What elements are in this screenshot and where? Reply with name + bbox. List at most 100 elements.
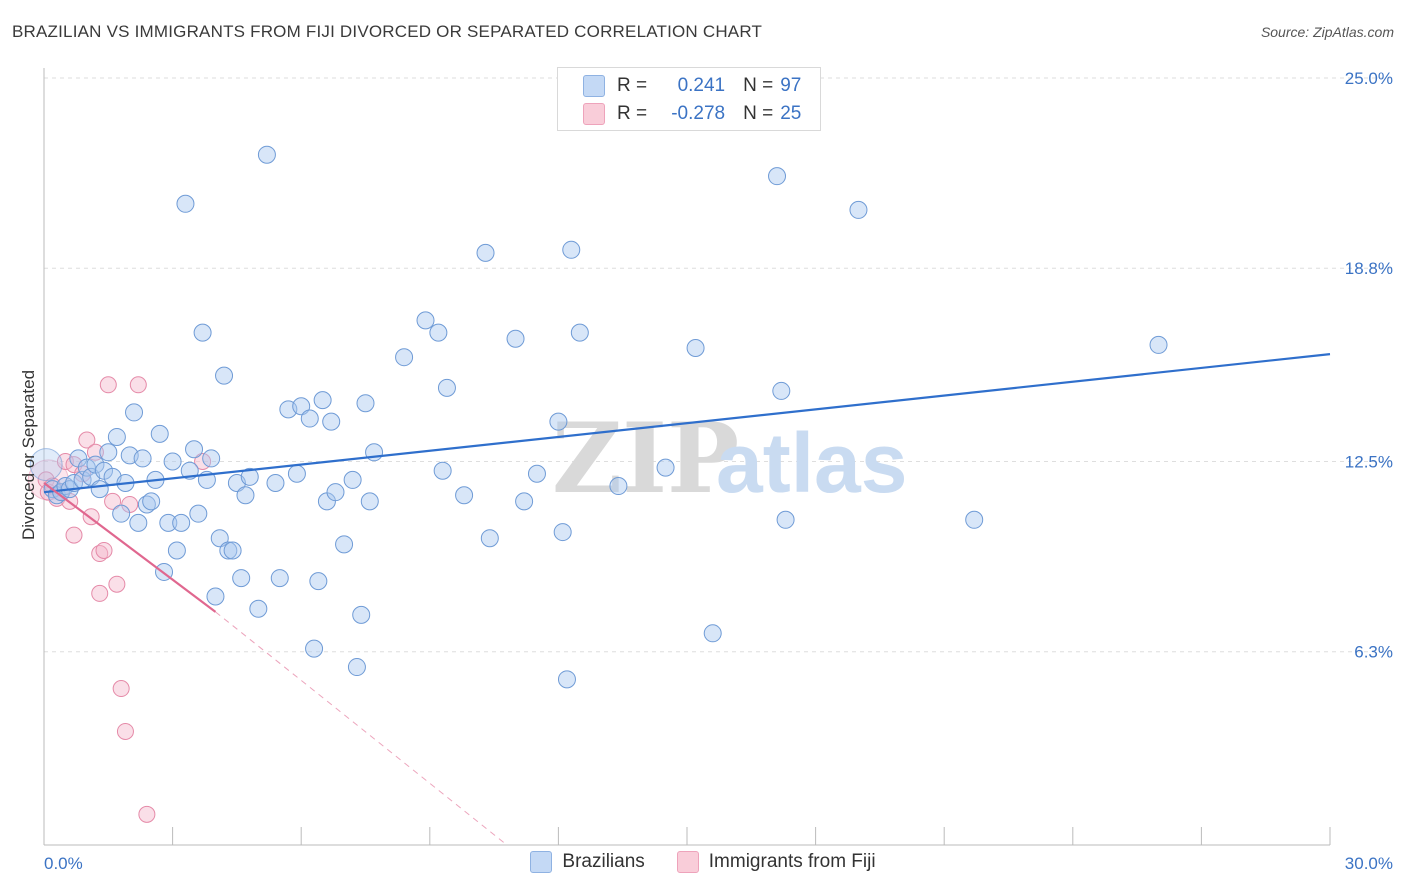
data-point — [138, 805, 156, 823]
data-point — [189, 504, 208, 523]
data-point — [172, 513, 191, 532]
axes — [43, 68, 1331, 846]
data-point — [506, 329, 525, 348]
trend-line-fiji — [43, 482, 217, 613]
x-tick-label: 30.0% — [1345, 854, 1393, 873]
trend-line-brazilians — [43, 353, 1331, 494]
trend-lines — [43, 353, 1331, 846]
grid — [44, 77, 1395, 653]
data-point — [78, 431, 96, 449]
series-legend: Brazilians Immigrants from Fiji — [0, 851, 1406, 873]
n-label: N = — [743, 103, 774, 124]
data-point — [95, 541, 113, 559]
data-point — [99, 376, 117, 394]
data-point — [772, 381, 791, 400]
data-point — [236, 486, 255, 505]
data-point — [210, 529, 229, 548]
data-point — [180, 461, 199, 480]
data-point — [549, 412, 568, 431]
y-tick-label: 12.5% — [1345, 453, 1393, 472]
y-tick-label: 18.8% — [1345, 259, 1393, 278]
data-point — [309, 572, 328, 591]
data-point — [90, 480, 109, 499]
n-label: N = — [743, 75, 774, 96]
data-point — [305, 639, 324, 658]
data-point — [360, 492, 379, 511]
data-point — [527, 464, 546, 483]
data-point — [480, 529, 499, 548]
data-point — [167, 541, 186, 560]
data-point — [609, 477, 628, 496]
data-point — [270, 569, 289, 588]
r-value: -0.278 — [671, 103, 726, 124]
data-point — [287, 464, 306, 483]
legend-item-brazilians: Brazilians — [530, 851, 645, 873]
data-point — [433, 461, 452, 480]
data-point — [142, 492, 161, 511]
n-value: 97 — [780, 75, 802, 96]
legend-swatch-blue — [530, 851, 553, 873]
chart-title: BRAZILIAN VS IMMIGRANTS FROM FIJI DIVORC… — [12, 22, 763, 41]
data-point — [219, 541, 238, 560]
data-point — [257, 145, 276, 164]
data-point — [99, 443, 118, 462]
data-point — [776, 510, 795, 529]
data-point — [223, 541, 242, 560]
data-point — [515, 492, 534, 511]
data-point — [437, 378, 456, 397]
tick-labels: 6.3% 12.5% 18.8% 25.0% 0.0% 30.0% — [44, 69, 1393, 873]
y-axis-label: Divorced or Separated — [19, 370, 38, 540]
data-point — [300, 409, 319, 428]
data-point — [215, 366, 234, 385]
legend-label: Brazilians — [562, 851, 645, 872]
legend-swatch-blue — [583, 75, 605, 97]
data-point — [1149, 335, 1168, 354]
data-point — [185, 440, 204, 459]
legend-swatch-pink — [583, 103, 605, 125]
trend-line-fiji-extension — [215, 611, 508, 846]
data-point — [129, 513, 148, 532]
data-point — [108, 575, 126, 593]
data-point — [193, 323, 212, 342]
data-point — [202, 449, 221, 468]
data-point — [129, 376, 147, 394]
r-label: R = — [617, 75, 648, 96]
data-point — [313, 391, 332, 410]
data-point — [686, 338, 705, 357]
data-point — [395, 348, 414, 367]
data-point — [65, 526, 83, 544]
data-point — [768, 167, 787, 186]
data-point — [133, 449, 152, 468]
data-point — [163, 452, 182, 471]
y-tick-label: 25.0% — [1345, 69, 1393, 88]
data-point — [343, 470, 362, 489]
data-point — [326, 483, 345, 502]
data-point — [125, 403, 144, 422]
data-point — [176, 194, 195, 213]
data-point — [849, 200, 868, 219]
data-point — [429, 323, 448, 342]
data-point — [965, 510, 984, 529]
y-tick-label: 6.3% — [1354, 643, 1393, 662]
data-point — [703, 624, 722, 643]
data-point — [107, 427, 126, 446]
stats-row-fiji: R = -0.278 N = 25 — [583, 101, 801, 127]
data-point — [112, 504, 131, 523]
data-point — [356, 394, 375, 413]
data-point — [206, 587, 225, 606]
data-point — [553, 523, 572, 542]
data-point — [416, 311, 435, 330]
legend-label: Immigrants from Fiji — [708, 851, 876, 872]
series-brazilians — [29, 145, 1168, 689]
data-point — [570, 323, 589, 342]
data-point — [476, 243, 495, 262]
source-label: Source: ZipAtlas.com — [1260, 24, 1394, 40]
watermark-atlas: atlas — [716, 416, 907, 510]
data-point — [91, 584, 109, 602]
stats-legend: R = 0.241 N = 97 R = -0.278 N = 25 — [557, 67, 821, 131]
data-point — [347, 658, 366, 677]
data-point — [455, 486, 474, 505]
r-label: R = — [617, 103, 648, 124]
series-fiji — [27, 376, 212, 823]
data-point — [150, 424, 169, 443]
